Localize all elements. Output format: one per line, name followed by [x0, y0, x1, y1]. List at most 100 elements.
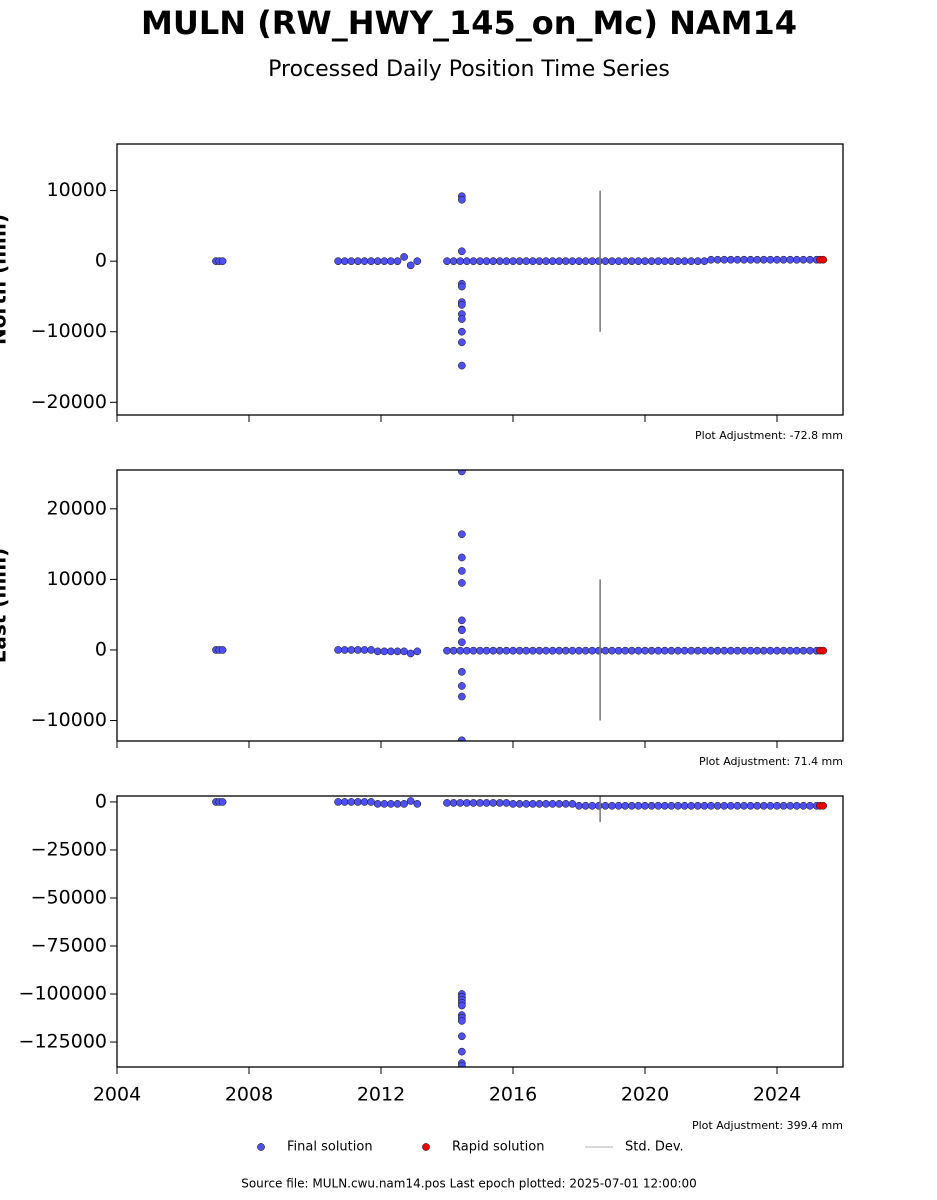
data-point	[634, 646, 643, 655]
data-point	[458, 282, 466, 291]
data-point	[674, 801, 682, 810]
data-point	[680, 257, 689, 266]
data-point	[740, 646, 748, 655]
data-point	[746, 801, 755, 810]
data-point	[347, 646, 356, 654]
data-point	[693, 646, 702, 655]
data-point	[347, 257, 356, 266]
data-point	[218, 798, 227, 806]
data-point	[733, 646, 742, 655]
data-point	[393, 257, 402, 266]
data-point	[588, 801, 597, 810]
y-tick-label: −100000	[19, 983, 107, 1005]
data-point	[759, 801, 768, 810]
y-tick-label: 20000	[47, 497, 107, 519]
data-point	[458, 579, 466, 587]
data-point	[476, 257, 484, 266]
axes-frame	[116, 469, 844, 742]
data-point	[413, 647, 422, 656]
data-point	[753, 646, 762, 655]
data-point	[634, 801, 643, 810]
data-point	[667, 801, 676, 810]
data-point	[458, 1032, 466, 1041]
data-point	[806, 646, 814, 655]
y-tick-label: −10000	[31, 320, 107, 342]
data-point	[608, 257, 616, 266]
data-point	[462, 646, 471, 655]
data-point	[469, 799, 478, 807]
data-point	[509, 800, 517, 808]
data-point	[535, 646, 544, 655]
data-point	[674, 257, 682, 266]
data-point	[482, 646, 491, 655]
data-point	[522, 800, 531, 808]
data-point	[792, 255, 801, 264]
data-point	[726, 646, 735, 655]
data-point	[458, 567, 466, 575]
data-point	[680, 801, 689, 810]
x-tick-label: 2008	[225, 1084, 273, 1106]
data-point	[726, 255, 735, 264]
data-point	[354, 257, 362, 266]
data-point	[400, 647, 408, 656]
data-point	[340, 257, 349, 266]
data-point	[806, 801, 814, 810]
data-point	[413, 800, 422, 808]
data-point	[360, 798, 369, 806]
data-point	[641, 646, 649, 655]
data-point	[535, 257, 544, 266]
data-point	[515, 257, 524, 266]
data-point	[746, 646, 755, 655]
y-tick-label: 0	[95, 638, 107, 660]
data-point	[393, 800, 402, 808]
data-point	[773, 255, 781, 264]
data-point	[387, 800, 395, 808]
data-point	[373, 800, 382, 808]
data-point	[759, 255, 768, 264]
data-point	[792, 801, 801, 810]
data-point	[654, 646, 663, 655]
data-point	[660, 646, 669, 655]
data-point	[495, 257, 504, 266]
data-point	[458, 1017, 466, 1025]
y-tick-label: −10000	[31, 709, 107, 731]
data-point	[502, 799, 511, 807]
data-point	[469, 257, 478, 266]
y-tick-label: 0	[95, 250, 107, 272]
data-point	[581, 801, 590, 810]
data-point	[740, 801, 748, 810]
data-point	[654, 257, 663, 266]
subtitle: Processed Daily Position Time Series	[268, 57, 670, 82]
data-point	[594, 257, 603, 266]
data-point	[627, 646, 636, 655]
data-point	[561, 646, 570, 655]
data-point	[720, 255, 729, 264]
data-point	[575, 646, 583, 655]
data-point	[700, 801, 709, 810]
data-point	[786, 646, 795, 655]
data-point	[334, 798, 342, 806]
data-point	[806, 255, 814, 264]
data-point	[700, 646, 709, 655]
plot-area	[212, 470, 828, 741]
data-point	[614, 646, 623, 655]
data-point	[469, 646, 478, 655]
legend-label: Std. Dev.	[625, 1140, 684, 1155]
data-point	[621, 646, 630, 655]
data-point	[707, 801, 715, 810]
data-point	[334, 646, 342, 654]
data-point	[456, 799, 465, 807]
data-point	[707, 646, 715, 655]
x-tick-label: 2004	[93, 1084, 141, 1106]
data-point	[458, 315, 466, 323]
data-point	[476, 799, 484, 807]
data-point	[568, 257, 577, 266]
data-point	[458, 692, 466, 701]
data-point	[766, 646, 775, 655]
data-point	[773, 801, 781, 810]
data-point	[542, 800, 550, 808]
data-point	[502, 646, 511, 655]
data-point	[528, 257, 537, 266]
